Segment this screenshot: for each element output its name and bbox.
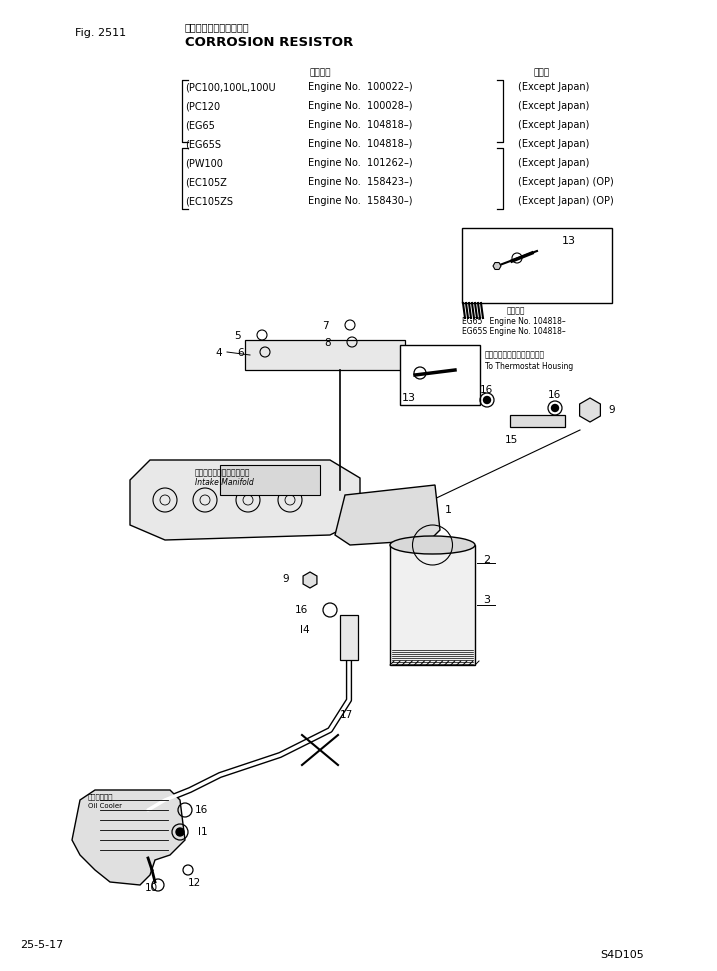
Text: Engine No.  158423–): Engine No. 158423–) (308, 177, 412, 187)
Text: 9: 9 (608, 405, 614, 415)
Circle shape (551, 405, 559, 412)
Text: 16: 16 (195, 805, 208, 815)
Text: CORROSION RESISTOR: CORROSION RESISTOR (185, 36, 353, 49)
Text: 16: 16 (295, 605, 308, 615)
Text: 3: 3 (483, 595, 490, 605)
Text: 12: 12 (188, 878, 201, 888)
Text: (Except Japan): (Except Japan) (518, 120, 589, 130)
Text: Engine No.  100028–): Engine No. 100028–) (308, 101, 412, 111)
Text: (Except Japan): (Except Japan) (518, 158, 589, 168)
Text: (Except Japan) (OP): (Except Japan) (OP) (518, 177, 614, 187)
Text: 13: 13 (402, 393, 416, 403)
Text: 25-5-17: 25-5-17 (20, 940, 63, 950)
Text: Engine No.  104818–): Engine No. 104818–) (308, 139, 412, 149)
Bar (390, 545, 475, 665)
Text: (EG65S: (EG65S (185, 139, 221, 149)
Ellipse shape (390, 536, 475, 554)
Text: I4: I4 (300, 625, 310, 635)
Text: (EC105Z: (EC105Z (185, 177, 227, 187)
Text: インテーク　マニホールド: インテーク マニホールド (195, 468, 250, 477)
Bar (220, 465, 320, 495)
Text: EG65   Engine No. 104818–: EG65 Engine No. 104818– (462, 317, 566, 326)
Text: S4D105: S4D105 (600, 950, 644, 960)
Text: コロージョン　レジスタ: コロージョン レジスタ (185, 22, 250, 32)
Text: Engine No.  100022–): Engine No. 100022–) (308, 82, 412, 92)
Text: To Thermostat Housing: To Thermostat Housing (485, 362, 574, 371)
Circle shape (483, 396, 490, 404)
Text: (EC105ZS: (EC105ZS (185, 196, 233, 206)
Text: EG65S Engine No. 104818–: EG65S Engine No. 104818– (462, 327, 566, 336)
Text: 16: 16 (548, 390, 561, 400)
Text: (Except Japan): (Except Japan) (518, 101, 589, 111)
Text: (PC100,100L,100U: (PC100,100L,100U (185, 82, 275, 92)
Text: 2: 2 (483, 555, 490, 565)
Text: 6: 6 (237, 348, 244, 358)
Bar (462, 228, 612, 303)
Polygon shape (579, 398, 600, 422)
Text: (EG65: (EG65 (185, 120, 215, 130)
Text: 7: 7 (322, 321, 328, 331)
Bar (245, 340, 405, 370)
Text: 海外向: 海外向 (533, 68, 549, 77)
Text: I1: I1 (198, 827, 208, 837)
Text: (Except Japan): (Except Japan) (518, 139, 589, 149)
Text: Engine No.  101262–): Engine No. 101262–) (308, 158, 412, 168)
Polygon shape (72, 790, 185, 885)
Text: 1: 1 (445, 505, 452, 515)
Text: 17: 17 (340, 710, 353, 720)
Text: 4: 4 (215, 348, 222, 358)
Text: サーモスタットハウジングへ: サーモスタットハウジングへ (485, 350, 545, 359)
Text: 9: 9 (282, 574, 289, 584)
Polygon shape (303, 572, 317, 588)
Text: 5: 5 (234, 331, 241, 341)
Text: (Except Japan) (OP): (Except Japan) (OP) (518, 196, 614, 206)
Text: Oil Cooler: Oil Cooler (88, 803, 122, 809)
Bar (400, 345, 480, 405)
Text: オイルクーラ: オイルクーラ (88, 793, 113, 799)
Text: 13: 13 (562, 236, 576, 246)
Text: (Except Japan): (Except Japan) (518, 82, 589, 92)
Text: (PW100: (PW100 (185, 158, 223, 168)
Text: Engine No.  104818–): Engine No. 104818–) (308, 120, 412, 130)
Circle shape (176, 828, 184, 836)
Polygon shape (335, 485, 440, 545)
Text: 16: 16 (480, 385, 493, 395)
Text: Engine No.  158430–): Engine No. 158430–) (308, 196, 412, 206)
Text: 適用号竞: 適用号竞 (310, 68, 331, 77)
Text: 適用号竞: 適用号竞 (507, 306, 526, 315)
Text: 8: 8 (324, 338, 331, 348)
Text: Intake Manifold: Intake Manifold (195, 478, 254, 487)
Text: Fig. 2511: Fig. 2511 (75, 28, 126, 38)
Bar (510, 415, 565, 427)
Bar (340, 615, 358, 660)
Text: (PC120: (PC120 (185, 101, 220, 111)
Text: 15: 15 (505, 435, 518, 445)
Polygon shape (130, 460, 360, 540)
Polygon shape (493, 262, 501, 270)
Text: 10: 10 (145, 883, 158, 893)
